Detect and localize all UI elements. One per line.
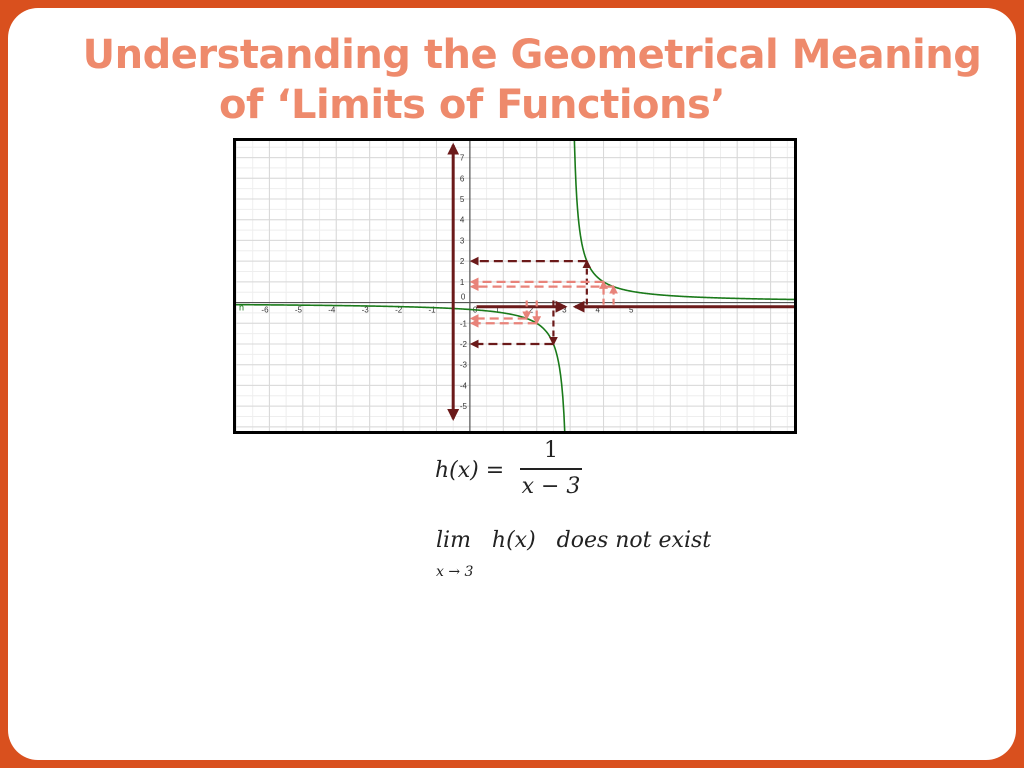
fraction-denominator: x − 3 (521, 474, 581, 499)
y-tick-label: 4 (460, 216, 465, 225)
limit-statement: lim h(x) does not exist (436, 528, 712, 553)
y-tick-label: -2 (460, 340, 468, 349)
slide-title: Understanding the Geometrical Meaning of… (8, 30, 1016, 130)
x-tick-label: 2 (529, 306, 534, 315)
curve-right-branch (573, 141, 794, 301)
y-tick-label: 2 (460, 257, 465, 266)
x-tick-label: 4 (596, 306, 601, 315)
x-tick-label: -1 (428, 306, 436, 315)
y-tick-label: 6 (460, 174, 465, 183)
x-tick-label: -4 (328, 306, 336, 315)
y-tick-label: -3 (460, 361, 468, 370)
limit-subscript: x → 3 (436, 564, 474, 580)
title-line-2: of ‘Limits of Functions’ (218, 82, 726, 128)
y-tick-label: 3 (460, 236, 465, 245)
fraction-bar (520, 468, 582, 470)
y-tick-label: 1 (460, 278, 465, 287)
equation-lhs: h(x) = (435, 458, 505, 483)
slide: Understanding the Geometrical Meaning of… (8, 8, 1016, 760)
equation-fraction: 1 x − 3 (520, 436, 582, 502)
series-label: h (239, 303, 244, 313)
y-tick-label: 7 (460, 154, 465, 163)
x-tick-label: 5 (629, 306, 634, 315)
y-tick-label: -5 (460, 402, 468, 411)
x-tick-label: -3 (362, 306, 370, 315)
x-tick-label: -5 (295, 306, 303, 315)
x-tick-label: -2 (395, 306, 403, 315)
graph-frame: -6 -5 -4 -3 -2 -1 0 1 2 3 4 5 -5 -4 -3 -2 -1 1 2 3 4 5 6 7 0 h (233, 138, 797, 434)
y-tick-label: 5 (460, 195, 465, 204)
x-tick-label: 1 (495, 306, 500, 315)
y-tick-label: -1 (460, 319, 468, 328)
y-tick-label: -4 (460, 381, 468, 390)
origin-label: 0 (461, 293, 466, 302)
title-line-1: Understanding the Geometrical Meaning (82, 32, 982, 78)
fraction-numerator: 1 (544, 438, 558, 463)
curve-left-branch (236, 303, 566, 431)
x-tick-label: -6 (261, 306, 269, 315)
